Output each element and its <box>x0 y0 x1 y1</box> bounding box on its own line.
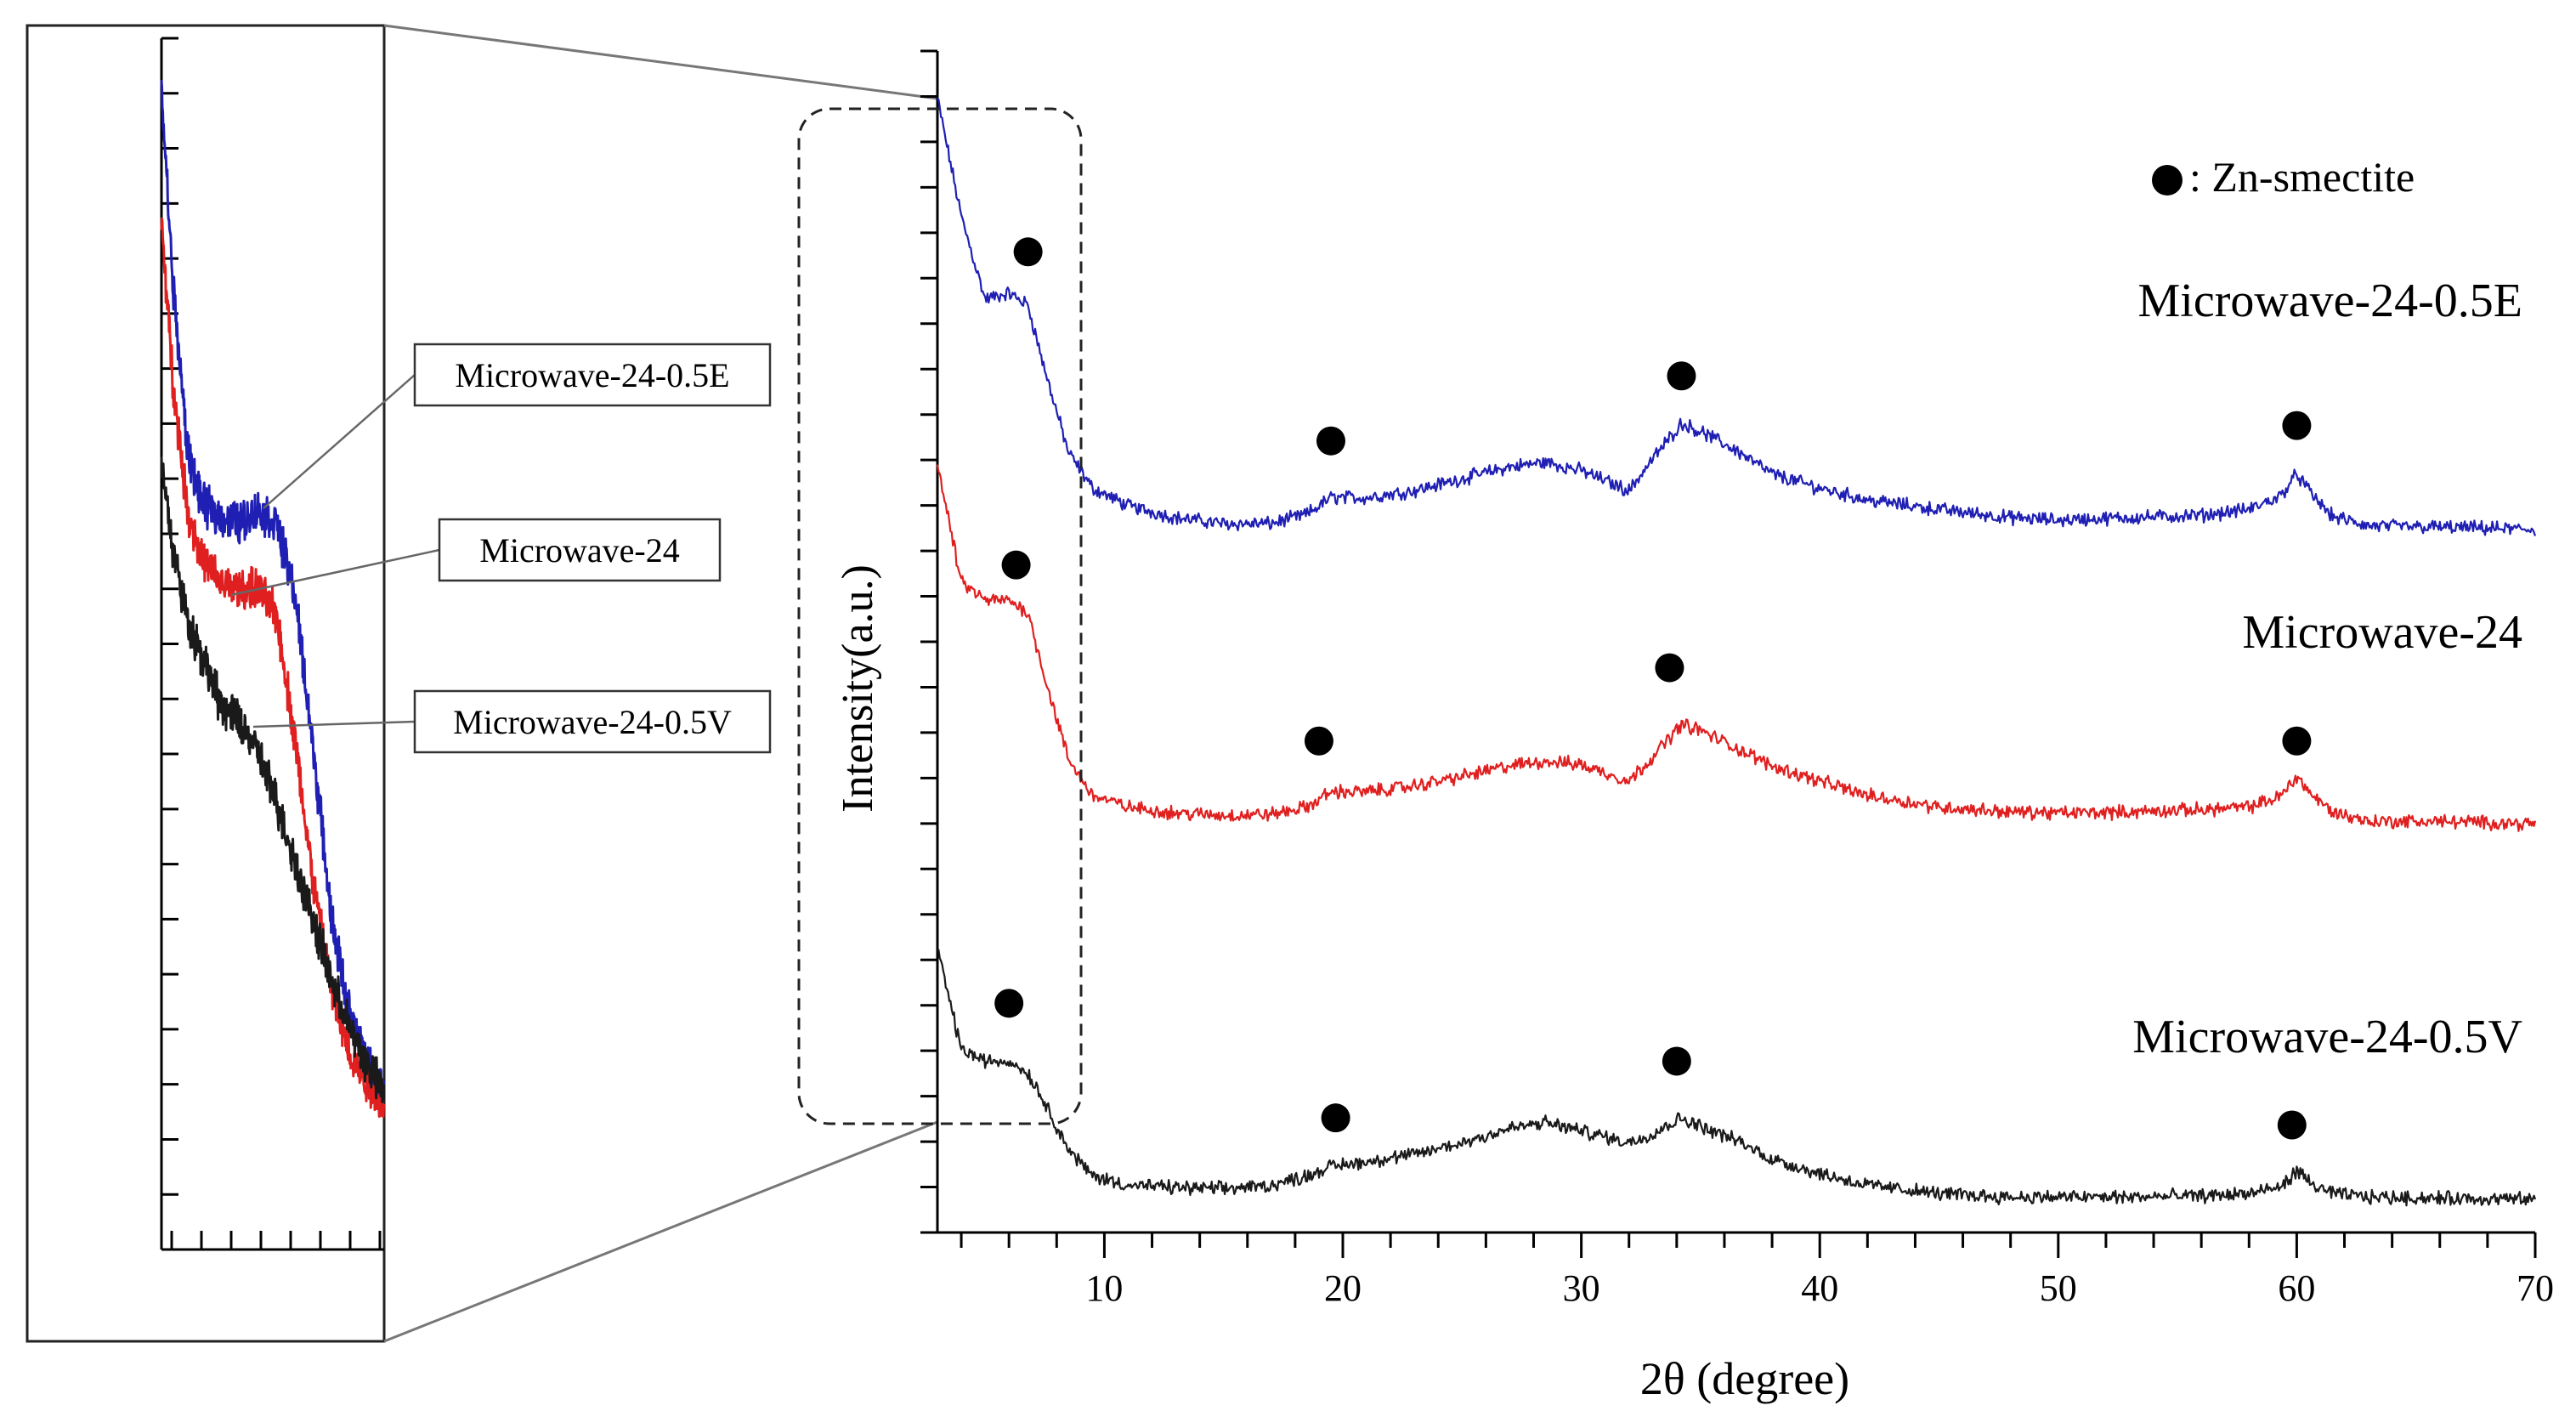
series-line-2 <box>937 949 2537 1207</box>
main-series-group <box>936 97 2537 1207</box>
peak-marker-s2-1 <box>1321 1103 1350 1133</box>
inset-axes <box>160 37 384 1251</box>
inset-legend-label-1: Microwave-24 <box>479 531 679 570</box>
peak-marker-s0-1 <box>1316 426 1345 456</box>
peak-marker-s2-0 <box>994 989 1024 1018</box>
zoom-connector-bottom <box>383 1120 938 1343</box>
inset-panel: Microwave-24-0.5E Microwave-24 Microwave-2… <box>25 24 772 1343</box>
peak-marker-s1-2 <box>1655 653 1684 683</box>
inset-frame <box>25 24 386 1343</box>
inset-series-group <box>160 80 386 1119</box>
inset-legend-box-2 <box>413 689 772 754</box>
series-label-0: Microwave-24-0.5E <box>2137 275 2522 327</box>
series-line-1 <box>936 464 2537 832</box>
main-panel: 10 20 30 40 50 60 70 Microwave-24-0.5EMicrowav… <box>797 49 2554 1404</box>
inset-legend-leader-1 <box>230 548 440 597</box>
inset-legend-box-0 <box>413 343 772 407</box>
peak-marker-s1-1 <box>1304 726 1333 756</box>
peak-marker-s1-3 <box>2282 726 2312 756</box>
inset-series-line-1 <box>160 217 386 1119</box>
y-axis-title: Intensity(a.u.) <box>834 564 882 813</box>
main-peak-markers <box>994 237 2312 1140</box>
series-label-2: Microwave-24-0.5V <box>2132 1011 2522 1063</box>
series-line-0 <box>937 97 2537 536</box>
peak-marker-s2-2 <box>1662 1046 1691 1076</box>
inset-legend: Microwave-24-0.5E Microwave-24 Microwave-2… <box>230 343 772 754</box>
inset-legend-leader-0 <box>263 374 416 509</box>
x-tick-label: 70 <box>2517 1267 2554 1309</box>
inset-series-line-2 <box>160 456 386 1103</box>
main-series-annotations: Microwave-24-0.5E Microwave-24 Microwave-2… <box>2132 275 2522 1063</box>
peak-marker-s0-3 <box>2282 411 2312 440</box>
peak-marker-s2-3 <box>2277 1110 2307 1140</box>
peak-marker-s0-2 <box>1667 361 1696 391</box>
x-tick-label: 60 <box>2278 1267 2315 1309</box>
legend-text: : Zn-smectite <box>2189 153 2415 201</box>
x-tick-label: 10 <box>1085 1267 1123 1309</box>
legend-marker-circle <box>2152 165 2183 196</box>
inset-legend-label-2: Microwave-24-0.5V <box>453 703 732 741</box>
zoom-connector-top <box>383 24 938 100</box>
x-tick-label: 40 <box>1801 1267 1838 1309</box>
main-axes: 10 20 30 40 50 60 70 <box>920 49 2554 1309</box>
x-axis-title: 2θ (degree) <box>1640 1353 1849 1404</box>
inset-legend-label-0: Microwave-24-0.5E <box>455 356 729 394</box>
x-tick-label: 20 <box>1324 1267 1362 1309</box>
x-tick-label: 30 <box>1563 1267 1600 1309</box>
peak-marker-s0-0 <box>1013 237 1043 267</box>
peak-marker-s1-0 <box>1001 550 1031 580</box>
zoom-region-box <box>797 107 1083 1125</box>
inset-legend-leader-2 <box>252 720 416 728</box>
series-label-1: Microwave-24 <box>2242 606 2522 659</box>
x-tick-label: 50 <box>2040 1267 2077 1309</box>
inset-legend-box-1 <box>438 518 722 582</box>
legend: : Zn-smectite <box>2152 153 2415 201</box>
